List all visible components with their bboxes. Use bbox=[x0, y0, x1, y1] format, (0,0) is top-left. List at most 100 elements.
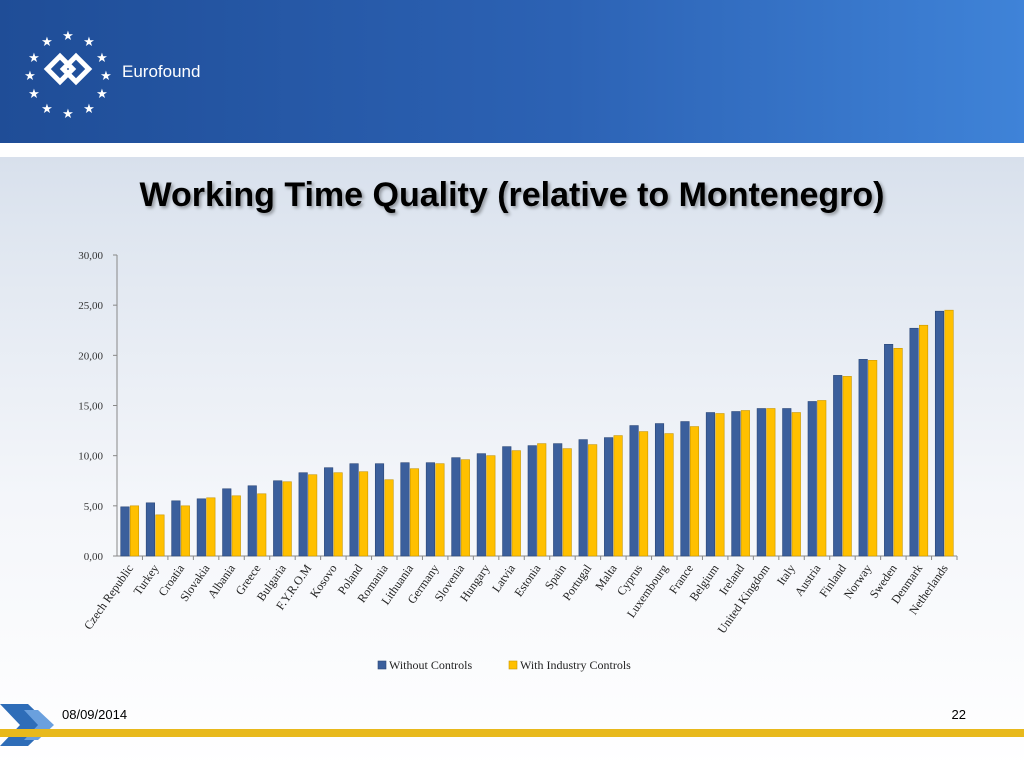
legend-label: With Industry Controls bbox=[520, 658, 631, 672]
bar bbox=[384, 479, 394, 557]
bar bbox=[196, 498, 206, 557]
bar bbox=[282, 481, 292, 557]
header-band: ★ ★ ★ ★ ★ ★ ★ ★ ★ ★ ★ ★ Eurofound bbox=[0, 0, 1024, 143]
bar bbox=[400, 462, 410, 557]
x-tick-label: Albania bbox=[205, 561, 239, 601]
svg-text:★: ★ bbox=[28, 87, 40, 102]
slide-date: 08/09/2014 bbox=[62, 707, 128, 722]
page-number: 22 bbox=[951, 707, 966, 722]
bar bbox=[308, 474, 318, 557]
y-tick-label: 15,00 bbox=[78, 401, 103, 413]
bar bbox=[791, 412, 801, 557]
svg-text:★: ★ bbox=[24, 69, 36, 84]
svg-text:★: ★ bbox=[41, 102, 53, 117]
bar bbox=[180, 505, 190, 557]
svg-text:★: ★ bbox=[96, 51, 108, 66]
bar bbox=[756, 408, 766, 557]
bar bbox=[324, 467, 334, 557]
bar bbox=[604, 437, 614, 557]
y-tick-label: 30,00 bbox=[78, 250, 103, 262]
y-tick-label: 10,00 bbox=[78, 451, 103, 463]
x-tick-label: Italy bbox=[774, 562, 798, 588]
bar bbox=[273, 480, 283, 557]
bar bbox=[145, 502, 155, 557]
bar bbox=[766, 408, 776, 557]
bar bbox=[247, 485, 257, 557]
bar bbox=[257, 493, 267, 557]
bar bbox=[842, 376, 852, 557]
bar bbox=[817, 400, 827, 557]
bar bbox=[231, 495, 241, 557]
bar bbox=[578, 439, 588, 557]
svg-text:★: ★ bbox=[62, 107, 74, 122]
y-tick-label: 5,00 bbox=[84, 501, 104, 513]
x-tick-label: Kosovo bbox=[307, 562, 340, 601]
bar bbox=[893, 348, 903, 557]
arrow-icon bbox=[0, 704, 54, 746]
bar bbox=[553, 443, 563, 557]
bar bbox=[782, 408, 792, 557]
legend-swatch bbox=[508, 660, 518, 670]
bar bbox=[680, 421, 690, 557]
bar bbox=[537, 443, 547, 557]
svg-text:★: ★ bbox=[28, 51, 40, 66]
bar bbox=[222, 488, 232, 557]
bar bbox=[868, 360, 878, 557]
bar bbox=[527, 445, 537, 557]
bar bbox=[511, 450, 521, 557]
bar bbox=[919, 324, 929, 557]
bar bbox=[689, 426, 700, 557]
svg-text:★: ★ bbox=[83, 102, 95, 117]
bar bbox=[654, 423, 665, 557]
svg-text:★: ★ bbox=[96, 87, 108, 102]
bar bbox=[629, 425, 639, 557]
bar bbox=[359, 471, 369, 557]
bar bbox=[705, 412, 715, 557]
bar bbox=[129, 505, 140, 557]
legend-label: Without Controls bbox=[389, 658, 473, 672]
bar bbox=[639, 431, 649, 557]
svg-text:★: ★ bbox=[83, 35, 95, 50]
bar bbox=[715, 413, 725, 557]
svg-text:★: ★ bbox=[41, 35, 53, 50]
bar bbox=[884, 343, 894, 557]
bar bbox=[409, 468, 420, 557]
bar bbox=[934, 310, 945, 557]
bar bbox=[298, 472, 308, 557]
bar bbox=[171, 500, 181, 557]
bar bbox=[807, 401, 817, 557]
bar bbox=[731, 411, 741, 557]
svg-text:★: ★ bbox=[100, 69, 112, 84]
bar bbox=[120, 506, 130, 557]
bar bbox=[460, 459, 470, 557]
bar bbox=[374, 463, 385, 557]
brand-name: Eurofound bbox=[122, 62, 201, 81]
bar bbox=[740, 410, 750, 557]
bar bbox=[155, 514, 165, 557]
header-divider bbox=[0, 143, 1024, 157]
bar bbox=[562, 448, 572, 557]
x-tick-label: Czech Republic bbox=[81, 562, 136, 633]
bar bbox=[476, 453, 486, 557]
bar-chart: 0,00 5,00 10,00 15,00 20,00 25,00 30,00 Czech R… bbox=[78, 250, 958, 672]
bar bbox=[909, 327, 919, 557]
bar bbox=[833, 375, 843, 557]
y-tick-label: 0,00 bbox=[84, 551, 104, 563]
bar bbox=[333, 472, 343, 557]
legend-swatch bbox=[377, 660, 387, 670]
bar bbox=[486, 455, 496, 557]
bar bbox=[435, 463, 445, 557]
y-tick-label: 25,00 bbox=[78, 300, 103, 312]
bar bbox=[425, 462, 435, 557]
bar bbox=[613, 435, 623, 557]
bar bbox=[502, 446, 512, 557]
bar bbox=[858, 359, 868, 557]
svg-text:★: ★ bbox=[62, 29, 74, 44]
x-tick-label: Estonia bbox=[511, 561, 544, 599]
eurofound-logo-icon: ★ ★★ ★★★ ★★★ ★★★ bbox=[24, 29, 112, 122]
y-tick-label: 20,00 bbox=[78, 350, 103, 362]
bar bbox=[451, 457, 461, 557]
bar bbox=[349, 463, 359, 557]
footer-line bbox=[0, 729, 1024, 737]
bar bbox=[206, 497, 216, 557]
